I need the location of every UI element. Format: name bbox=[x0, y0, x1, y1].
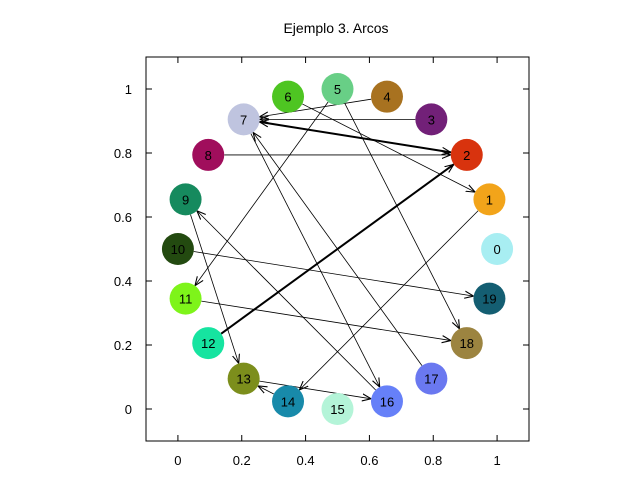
node-circle bbox=[169, 282, 202, 315]
node-4: 4 bbox=[370, 80, 403, 113]
edge-7-to-2 bbox=[259, 121, 450, 152]
node-2: 2 bbox=[450, 138, 483, 171]
node-label: 10 bbox=[171, 242, 185, 257]
node-label: 7 bbox=[240, 112, 247, 127]
node-9: 9 bbox=[169, 183, 202, 216]
edge-14-to-13 bbox=[258, 386, 274, 395]
node-circle bbox=[450, 138, 483, 171]
y-tick-label: 1 bbox=[125, 82, 132, 97]
node-label: 15 bbox=[330, 402, 344, 417]
x-tick-label: 0.8 bbox=[424, 453, 442, 468]
node-circle bbox=[169, 183, 202, 216]
node-19: 19 bbox=[473, 282, 506, 315]
edge-5-to-11 bbox=[195, 101, 329, 286]
node-12: 12 bbox=[192, 327, 225, 360]
node-circle bbox=[473, 183, 506, 216]
y-tick-label: 0.6 bbox=[114, 210, 132, 225]
node-circle bbox=[272, 385, 305, 418]
node-label: 12 bbox=[201, 336, 215, 351]
node-5: 5 bbox=[321, 73, 354, 105]
node-0: 0 bbox=[481, 233, 514, 265]
node-circle bbox=[272, 80, 305, 113]
node-label: 2 bbox=[463, 148, 470, 163]
x-tick-label: 1 bbox=[493, 453, 500, 468]
edge-7-to-16 bbox=[250, 133, 380, 387]
edge-9-to-13 bbox=[190, 214, 239, 364]
node-3: 3 bbox=[415, 103, 448, 136]
node-label: 9 bbox=[182, 192, 189, 207]
node-label: 14 bbox=[281, 394, 295, 409]
node-label: 16 bbox=[380, 394, 394, 409]
node-label: 0 bbox=[493, 242, 500, 257]
edge-17-to-7 bbox=[253, 132, 423, 366]
y-tick-label: 0.4 bbox=[114, 274, 132, 289]
node-circle bbox=[415, 362, 448, 395]
x-tick-label: 0 bbox=[174, 453, 181, 468]
node-6: 6 bbox=[272, 80, 305, 113]
node-circle bbox=[370, 80, 403, 113]
edge-10-to-19 bbox=[193, 251, 474, 297]
ticks-layer: 0 0.2 0.4 0.6 0.8 100.20.40.60.81 bbox=[114, 57, 529, 468]
node-circle bbox=[415, 103, 448, 136]
edge-6-to-1 bbox=[302, 103, 475, 192]
node-label: 3 bbox=[428, 112, 435, 127]
node-circle bbox=[473, 282, 506, 315]
node-label: 4 bbox=[383, 90, 390, 105]
node-circle bbox=[450, 327, 483, 360]
x-tick-label: 0.2 bbox=[233, 453, 251, 468]
node-label: 1 bbox=[486, 192, 493, 207]
node-label: 8 bbox=[205, 148, 212, 163]
node-14: 14 bbox=[272, 385, 305, 418]
y-tick-label: 0 bbox=[125, 402, 132, 417]
node-circle bbox=[321, 393, 354, 425]
node-circle bbox=[161, 233, 194, 265]
chart-title: Ejemplo 3. Arcos bbox=[283, 20, 388, 36]
node-circle bbox=[481, 233, 514, 265]
node-circle bbox=[192, 327, 225, 360]
node-10: 10 bbox=[161, 233, 194, 265]
node-circle bbox=[370, 385, 403, 418]
node-circle bbox=[321, 73, 354, 105]
node-circle bbox=[227, 362, 260, 395]
node-1: 1 bbox=[473, 183, 506, 216]
node-label: 13 bbox=[236, 372, 250, 387]
node-label: 19 bbox=[482, 292, 496, 307]
node-13: 13 bbox=[227, 362, 260, 395]
node-15: 15 bbox=[321, 393, 354, 425]
node-17: 17 bbox=[415, 362, 448, 395]
node-circle bbox=[227, 103, 260, 136]
node-circle bbox=[192, 138, 225, 171]
y-tick-label: 0.2 bbox=[114, 338, 132, 353]
node-label: 11 bbox=[179, 292, 193, 307]
edge-11-to-18 bbox=[201, 300, 451, 340]
edges-layer bbox=[190, 98, 479, 399]
x-tick-label: 0.6 bbox=[360, 453, 378, 468]
edge-5-to-18 bbox=[344, 103, 460, 329]
node-label: 18 bbox=[460, 336, 474, 351]
node-18: 18 bbox=[450, 327, 483, 360]
node-label: 17 bbox=[424, 372, 438, 387]
edge-16-to-9 bbox=[197, 211, 376, 391]
node-11: 11 bbox=[169, 282, 202, 315]
node-label: 5 bbox=[334, 82, 341, 97]
node-7: 7 bbox=[227, 103, 260, 136]
edge-4-to-7 bbox=[259, 98, 372, 117]
y-tick-label: 0.8 bbox=[114, 146, 132, 161]
plot-frame bbox=[145, 56, 530, 442]
x-tick-label: 0.4 bbox=[297, 453, 315, 468]
edge-13-to-16 bbox=[259, 380, 371, 399]
node-8: 8 bbox=[192, 138, 225, 171]
node-16: 16 bbox=[370, 385, 403, 418]
node-label: 6 bbox=[284, 90, 291, 105]
edge-1-to-14 bbox=[299, 210, 479, 390]
